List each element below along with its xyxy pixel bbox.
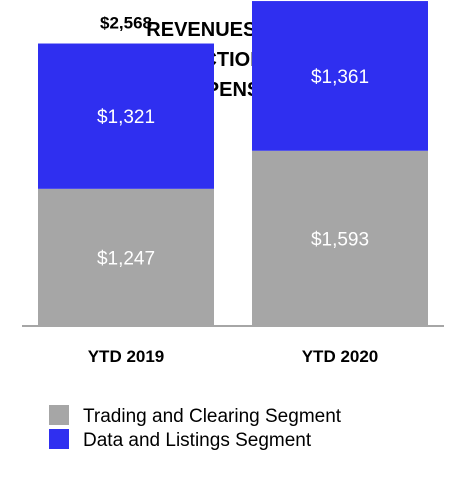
legend-label-trading-clearing: Trading and Clearing Segment	[83, 406, 342, 427]
bar-segment-trading-clearing-0	[38, 188, 214, 326]
bar-segment-data-listings-0	[38, 43, 214, 189]
x-tick-label-0: YTD 2019	[88, 347, 165, 366]
data-label-data-listings-0: $1,321	[97, 107, 155, 128]
data-label-data-listings-1: $1,361	[311, 67, 369, 88]
x-tick-label-1: YTD 2020	[302, 347, 379, 366]
data-label-trading-clearing-0: $1,247	[97, 248, 155, 269]
legend-label-data-listings: Data and Listings Segment	[83, 430, 312, 451]
legend-swatch-trading-clearing	[49, 405, 69, 425]
legend-swatch-data-listings	[49, 429, 69, 449]
data-label-trading-clearing-1: $1,593	[311, 229, 369, 250]
bar-segment-data-listings-1	[252, 1, 428, 151]
bar-segment-trading-clearing-1	[252, 150, 428, 326]
legend: Trading and Clearing Segment Data and Lis…	[49, 405, 342, 451]
total-label-0: $2,568	[100, 14, 152, 33]
